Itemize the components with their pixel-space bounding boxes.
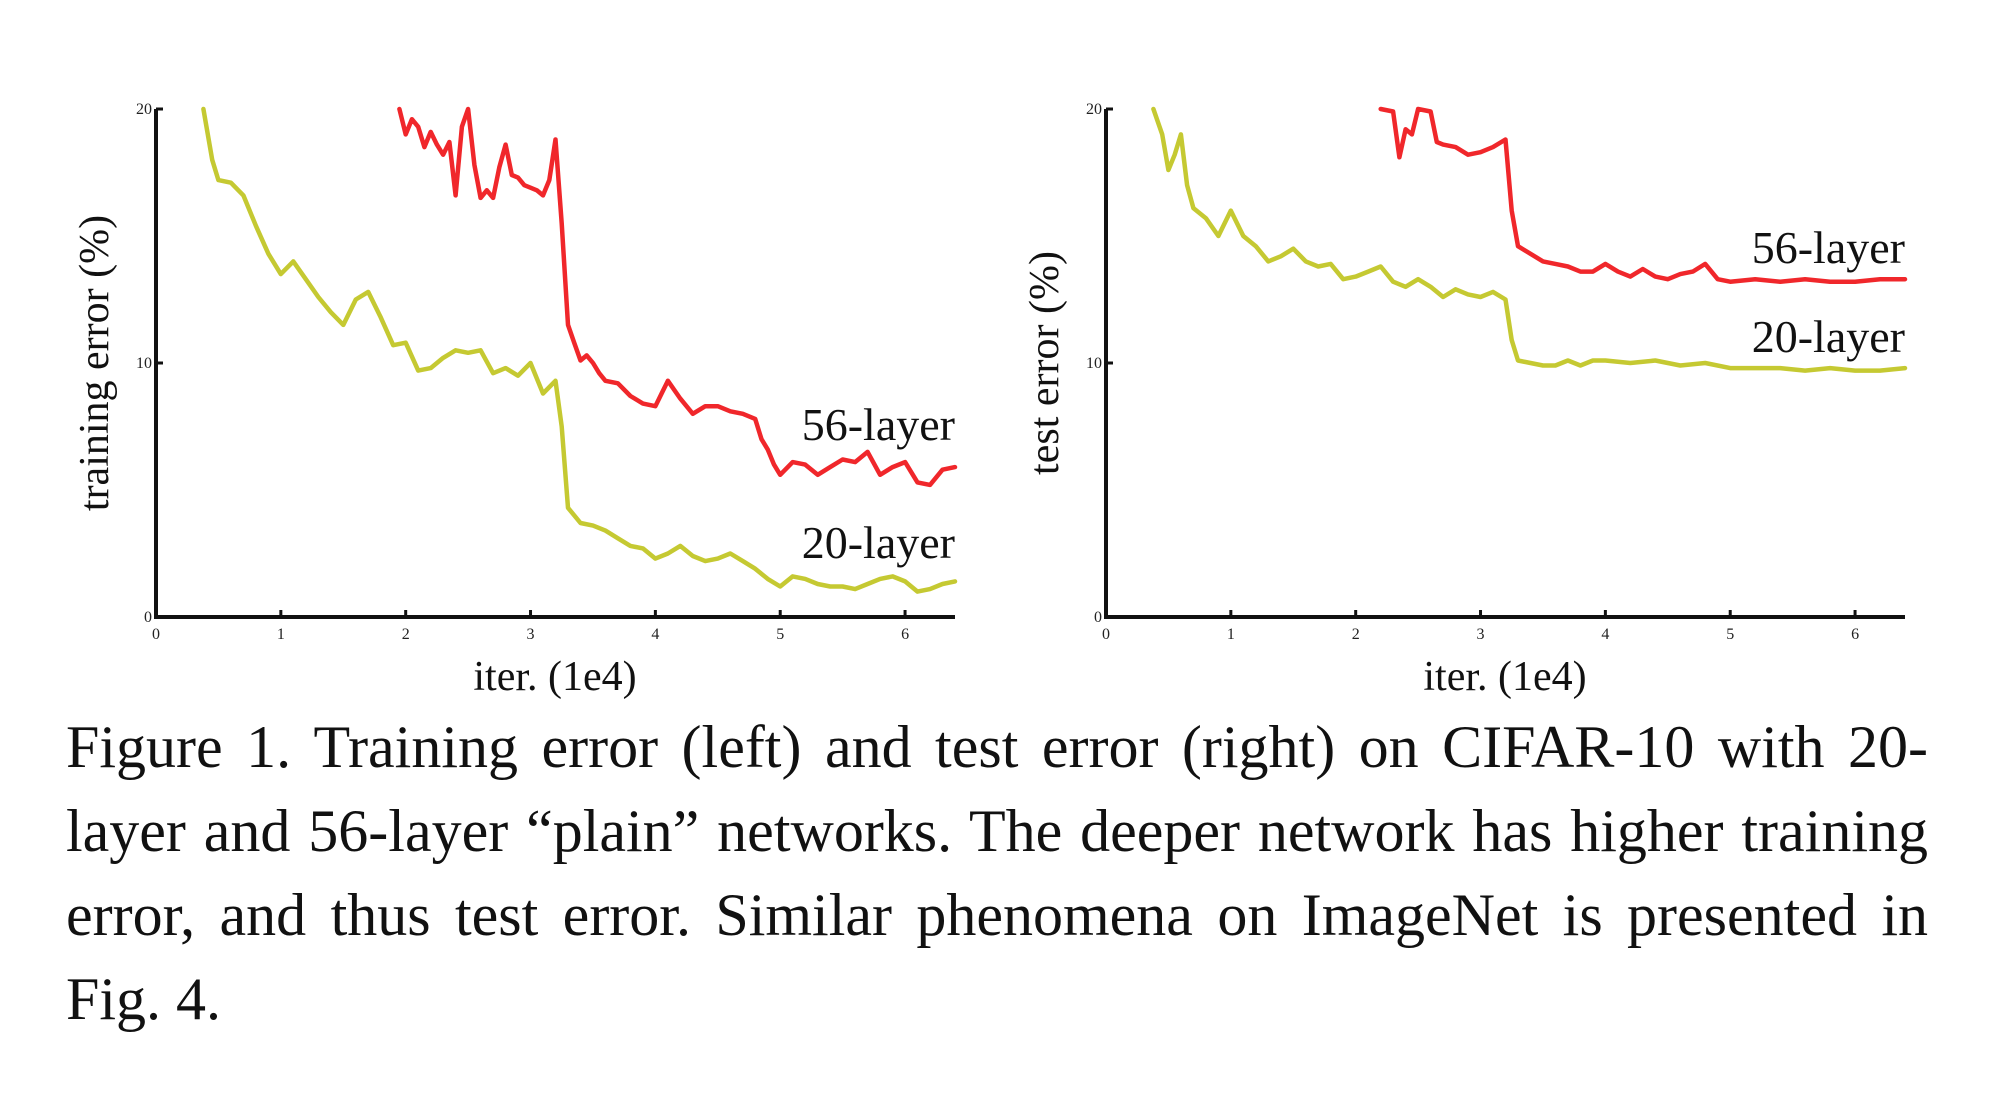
left-y-axis-title: training error (%) xyxy=(72,215,118,511)
figure: 56-layer 20-layer 0 1 2 3 4 5 6 0 10 20 iter. (1e4) t… xyxy=(72,101,1908,700)
right-y-tick-label: 10 xyxy=(1086,355,1102,372)
right-series-label-56-layer: 56-layer xyxy=(1752,222,1905,273)
left-x-tick-label: 0 xyxy=(152,626,160,643)
left-line-56-layer xyxy=(397,106,958,488)
left-x-tick-label: 1 xyxy=(277,626,285,643)
right-x-tick-label: 1 xyxy=(1227,626,1235,643)
right-x-tick-label: 4 xyxy=(1601,626,1609,643)
left-line-20-layer xyxy=(201,106,958,594)
right-x-tick-label: 2 xyxy=(1352,626,1360,643)
left-series-label-56-layer: 56-layer xyxy=(802,399,955,450)
figure-caption: Figure 1. Training error (left) and test… xyxy=(66,714,1928,1032)
left-y-tick-label: 20 xyxy=(136,101,152,118)
training-error-chart: 56-layer 20-layer 0 1 2 3 4 5 6 0 10 20 iter. (1e4) t… xyxy=(72,101,958,700)
right-axes xyxy=(1104,109,1905,619)
right-x-tick-label: 3 xyxy=(1477,626,1485,643)
right-x-tick-label: 6 xyxy=(1851,626,1859,643)
left-series-label-20-layer: 20-layer xyxy=(802,517,955,568)
left-x-tick-label: 4 xyxy=(651,626,659,643)
right-x-axis-title: iter. (1e4) xyxy=(1423,654,1586,700)
right-line-56-layer xyxy=(1378,106,1908,284)
right-y-tick-label: 20 xyxy=(1086,101,1102,118)
left-y-tick-label: 0 xyxy=(144,609,152,626)
left-y-tick-label: 10 xyxy=(136,355,152,372)
left-x-tick-label: 6 xyxy=(901,626,909,643)
right-y-tick-label: 0 xyxy=(1094,609,1102,626)
left-x-tick-label: 5 xyxy=(776,626,784,643)
right-y-axis-title: test error (%) xyxy=(1022,251,1068,475)
left-x-tick-label: 2 xyxy=(402,626,410,643)
left-x-tick-label: 3 xyxy=(527,626,535,643)
test-error-chart: 56-layer 20-layer 0 1 2 3 4 5 6 0 10 20 iter. (1e4) t… xyxy=(1022,101,1908,700)
right-line-20-layer xyxy=(1151,106,1908,373)
right-x-tick-label: 5 xyxy=(1726,626,1734,643)
left-x-axis-title: iter. (1e4) xyxy=(473,654,636,700)
right-x-tick-label: 0 xyxy=(1102,626,1110,643)
right-series-label-20-layer: 20-layer xyxy=(1752,311,1905,362)
